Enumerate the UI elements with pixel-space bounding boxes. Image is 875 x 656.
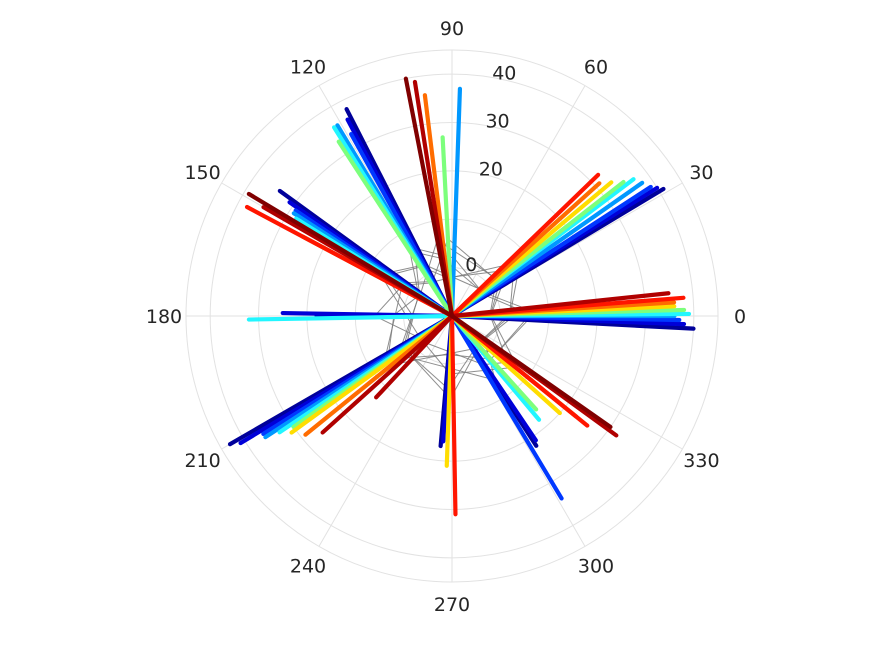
angle-tick-label: 120 xyxy=(290,57,326,79)
angle-tick-label: 270 xyxy=(434,594,470,616)
radius-tick-label: 30 xyxy=(485,110,509,132)
axis-labels: 0 30 60 90 120 150 180 210 240 270 300 330 0 20 30 40 xyxy=(146,18,746,616)
radius-tick-label: 20 xyxy=(479,158,503,180)
angle-tick-label: 60 xyxy=(584,57,608,79)
connector-line xyxy=(385,286,403,356)
angle-tick-label: 300 xyxy=(578,555,614,577)
angle-tick-label: 150 xyxy=(184,162,220,184)
data-ray xyxy=(246,313,455,322)
data-ray xyxy=(246,191,455,319)
data-ray xyxy=(449,313,564,501)
data-ray xyxy=(449,313,539,412)
angle-tick-label: 330 xyxy=(683,450,719,472)
connector-line xyxy=(490,314,516,362)
angle-tick-label: 180 xyxy=(146,306,182,328)
connector-line xyxy=(383,279,420,337)
radius-tick-label: 40 xyxy=(492,63,516,85)
connector-line xyxy=(374,315,421,339)
grid-spoke xyxy=(451,85,586,317)
data-ray xyxy=(336,139,455,319)
data-ray xyxy=(449,172,601,319)
radius-tick-label: 0 xyxy=(465,254,477,276)
grid-spoke xyxy=(451,315,683,450)
data-ray xyxy=(449,313,613,430)
connector-line xyxy=(374,284,404,317)
connector-line xyxy=(449,354,491,360)
grid-spoke xyxy=(318,315,453,547)
connector-line xyxy=(391,348,473,366)
data-ray xyxy=(449,313,458,517)
data-rays xyxy=(227,76,696,517)
data-ray xyxy=(449,86,463,319)
angle-tick-label: 0 xyxy=(734,306,746,328)
data-ray xyxy=(374,313,455,400)
angle-tick-label: 240 xyxy=(290,555,326,577)
connector-line xyxy=(402,297,419,348)
angle-tick-label: 90 xyxy=(440,18,464,40)
data-ray xyxy=(449,291,671,319)
data-ray xyxy=(403,76,455,319)
angle-tick-label: 30 xyxy=(689,162,713,184)
angle-tick-label: 210 xyxy=(184,450,220,472)
data-ray xyxy=(320,313,455,435)
